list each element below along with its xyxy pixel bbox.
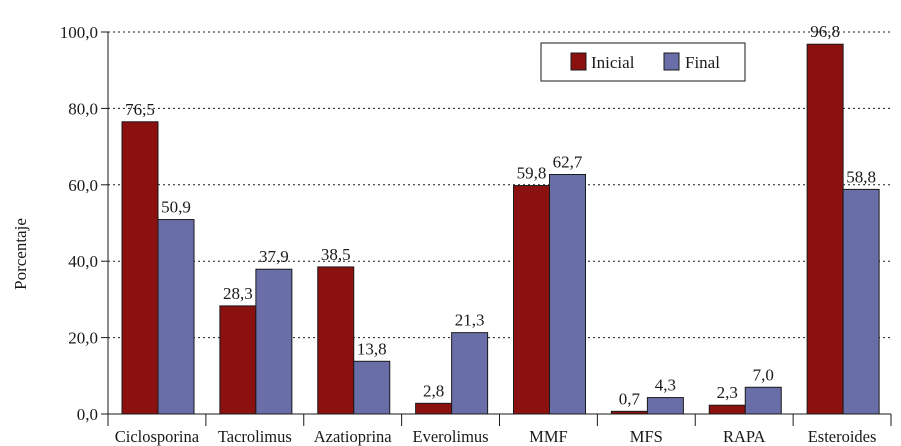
bar-inicial-tacrolimus (219, 305, 257, 415)
legend: Inicial Final (540, 42, 746, 82)
data-label: 21,3 (455, 311, 485, 330)
data-label: 4,3 (655, 376, 676, 395)
bar-inicial-everolimus (415, 402, 453, 415)
data-label: 2,8 (423, 381, 444, 400)
data-label: 0,7 (619, 389, 641, 408)
x-tick-label: Ciclosporina (115, 427, 200, 446)
x-tick-label: Esteroides (808, 427, 877, 446)
bar-inicial-ciclosporina (121, 121, 159, 415)
legend-label-final: Final (685, 53, 720, 72)
y-tick-label: 100,0 (60, 23, 98, 42)
data-label: 13,8 (357, 339, 387, 358)
data-labels: 76,5 28,3 38,5 2,8 59,8 0,7 2,3 96,8 50,9 37,9 13,… (125, 22, 876, 408)
data-label: 7,0 (753, 365, 774, 384)
bar-inicial-mmf (513, 185, 550, 415)
data-label: 50,9 (161, 198, 191, 217)
bar-final-everolimus (451, 332, 489, 415)
bar-final-esteroides (842, 188, 880, 415)
bar-final-tacrolimus (255, 268, 293, 415)
bar-inicial-azatioprina (317, 266, 355, 415)
legend-label-inicial: Inicial (591, 53, 635, 72)
bar-final-rapa (744, 386, 782, 415)
bar-inicial-esteroides (806, 43, 844, 415)
bar-inicial-rapa (708, 404, 746, 415)
x-tick-label: MMF (529, 427, 568, 446)
data-label: 62,7 (553, 152, 583, 171)
bars (121, 43, 880, 415)
legend-swatch-final (663, 52, 680, 71)
legend-swatch-inicial (570, 52, 587, 71)
data-label: 38,5 (321, 245, 351, 264)
data-label: 58,8 (846, 167, 876, 186)
data-label: 2,3 (717, 383, 738, 402)
bar-final-azatioprina (353, 360, 391, 415)
data-label: 96,8 (810, 22, 840, 41)
y-tick-label: 40,0 (68, 252, 98, 271)
y-tick-label: 20,0 (68, 329, 98, 348)
bar-final-mmf (549, 173, 586, 415)
bar-final-ciclosporina (157, 219, 195, 415)
bar-final-mfs (646, 397, 684, 415)
data-label: 37,9 (259, 247, 289, 266)
y-axis-title: Porcentaje (11, 218, 30, 290)
x-tick-label: Everolimus (413, 427, 489, 446)
x-tick-label: RAPA (723, 427, 766, 446)
x-tick-label: MFS (630, 427, 663, 446)
x-tick-label: Azatioprina (314, 427, 393, 446)
axes: 0,0 20,0 40,0 60,0 80,0 100,0 Ciclosporina Tacr… (60, 23, 892, 446)
data-label: 76,5 (125, 100, 155, 119)
y-tick-label: 60,0 (68, 176, 98, 195)
x-tick-label: Tacrolimus (218, 427, 292, 446)
y-tick-label: 0,0 (77, 405, 98, 424)
y-tick-label: 80,0 (68, 99, 98, 118)
data-label: 59,8 (517, 164, 547, 183)
data-label: 28,3 (223, 284, 253, 303)
